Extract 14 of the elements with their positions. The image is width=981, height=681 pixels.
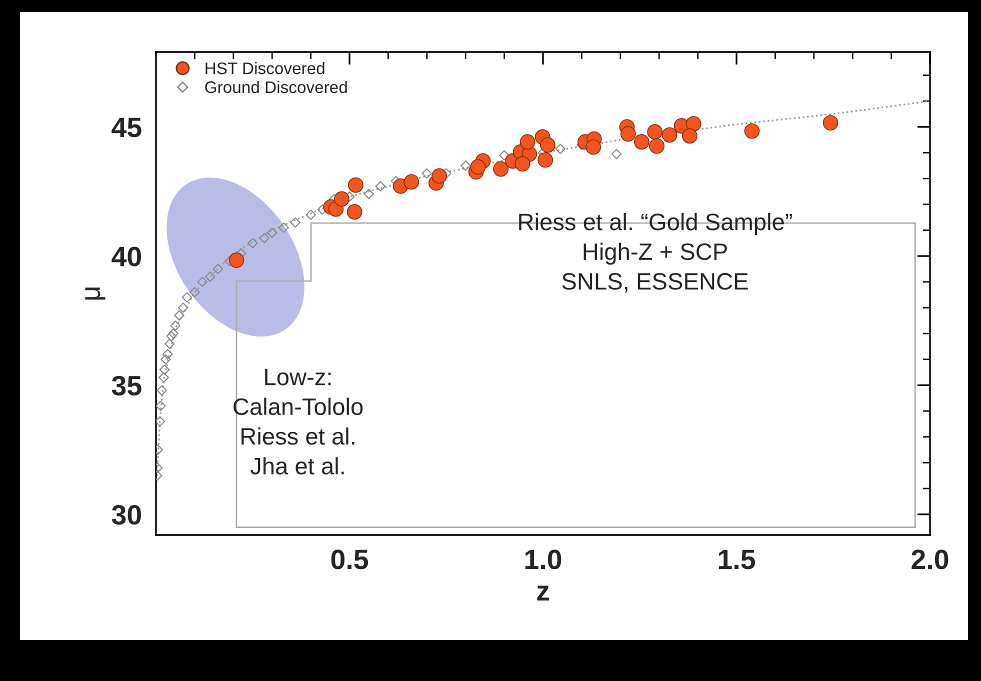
annotation: Low-z: Calan-Tololo Riess et al. Jha et al.	[234, 368, 363, 474]
x-axis-title: z	[537, 586, 549, 600]
y-tick-label: 45	[112, 118, 142, 138]
y-axis-title: μ	[85, 288, 106, 300]
x-tick-label: 0.5	[331, 550, 368, 570]
x-tick-label: 1.5	[718, 550, 756, 570]
x-tick-label: 2.0	[912, 550, 948, 570]
legend-label: HST Discovered	[206, 62, 324, 74]
y-tick-label: 30	[112, 505, 141, 525]
y-tick-label: 40	[112, 246, 141, 266]
legend-label: Ground Discovered	[205, 80, 347, 94]
annotation: Riess et al. “Gold Sample” High-Z + SCP SNLS, ESSENCE	[519, 213, 792, 293]
x-tick-label: 1.0	[525, 550, 562, 570]
y-tick-label: 35	[112, 376, 142, 396]
